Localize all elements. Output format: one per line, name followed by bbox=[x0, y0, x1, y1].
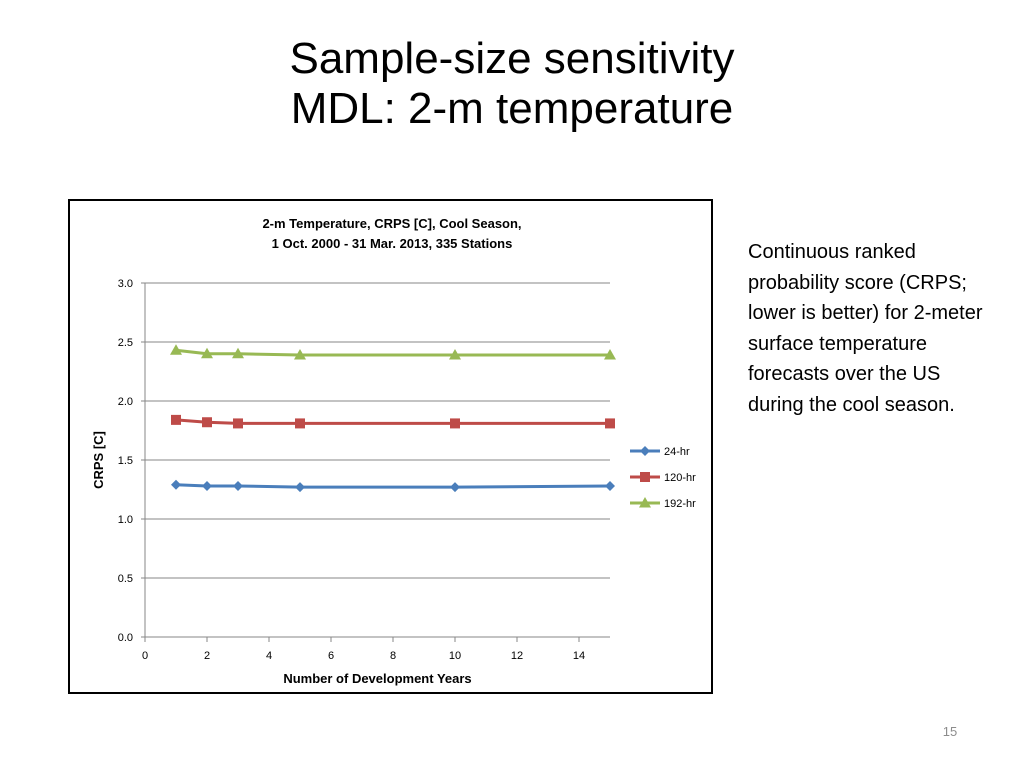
x-axis-label: Number of Development Years bbox=[283, 671, 471, 686]
data-point-192-hr bbox=[449, 348, 461, 360]
y-axis-label: CRPS [C] bbox=[91, 431, 106, 489]
legend-label: 24-hr bbox=[664, 446, 690, 458]
data-point-192-hr bbox=[201, 347, 213, 359]
series-line-120-hr bbox=[175, 418, 610, 425]
chart-title-line: 2-m Temperature, CRPS [C], Cool Season, bbox=[262, 216, 521, 231]
data-point-192-hr bbox=[232, 347, 244, 359]
legend-marker-24-hr bbox=[640, 446, 650, 456]
data-point-192-hr bbox=[170, 344, 182, 355]
data-point-120-hr bbox=[450, 418, 460, 429]
series-line-192-hr bbox=[175, 348, 610, 357]
y-tick-label: 2.0 bbox=[118, 396, 133, 408]
x-tick-label: 4 bbox=[266, 650, 272, 662]
x-tick-label: 10 bbox=[449, 650, 461, 662]
slide-title: Sample-size sensitivity MDL: 2-m tempera… bbox=[0, 34, 1024, 134]
data-point-120-hr bbox=[605, 418, 615, 429]
x-tick-label: 14 bbox=[573, 650, 585, 662]
series-line-24-hr bbox=[175, 483, 611, 489]
legend-label: 120-hr bbox=[664, 472, 696, 484]
data-point-24-hr bbox=[450, 482, 460, 493]
data-point-24-hr bbox=[202, 480, 212, 491]
data-point-24-hr bbox=[605, 480, 615, 491]
data-point-24-hr bbox=[233, 480, 243, 491]
y-tick-label: 0.0 bbox=[118, 632, 133, 644]
y-tick-label: 0.5 bbox=[118, 573, 133, 585]
legend-marker-192-hr bbox=[639, 497, 651, 508]
y-tick-label: 1.5 bbox=[118, 455, 133, 467]
x-tick-label: 0 bbox=[142, 650, 148, 662]
y-tick-label: 2.5 bbox=[118, 337, 133, 349]
data-point-24-hr bbox=[295, 482, 305, 493]
crps-line-chart: 2-m Temperature, CRPS [C], Cool Season, 1… bbox=[91, 216, 696, 686]
y-tick-label: 1.0 bbox=[118, 514, 133, 526]
slide-title-line-1: Sample-size sensitivity bbox=[289, 34, 735, 83]
data-point-24-hr bbox=[171, 479, 181, 490]
slide-title-line-2: MDL: 2-m temperature bbox=[290, 84, 734, 133]
data-point-120-hr bbox=[233, 418, 243, 429]
legend-marker-120-hr bbox=[640, 472, 650, 482]
data-point-192-hr bbox=[604, 348, 616, 360]
x-tick-label: 6 bbox=[328, 650, 334, 662]
data-point-120-hr bbox=[171, 414, 181, 425]
chart-title-line: 1 Oct. 2000 - 31 Mar. 2013, 335 Stations bbox=[272, 236, 513, 251]
chart-frame: 2-m Temperature, CRPS [C], Cool Season, 1… bbox=[68, 199, 713, 694]
chart-description: Continuous ranked probability score (CRP… bbox=[748, 241, 983, 416]
y-tick-label: 3.0 bbox=[118, 278, 133, 290]
x-tick-label: 2 bbox=[204, 650, 210, 662]
legend-label: 192-hr bbox=[664, 498, 696, 510]
data-point-192-hr bbox=[294, 348, 306, 360]
x-tick-label: 8 bbox=[390, 650, 396, 662]
data-point-120-hr bbox=[202, 417, 212, 428]
x-tick-label: 12 bbox=[511, 650, 523, 662]
slide-number: 15 bbox=[942, 724, 958, 739]
data-point-120-hr bbox=[295, 418, 305, 429]
